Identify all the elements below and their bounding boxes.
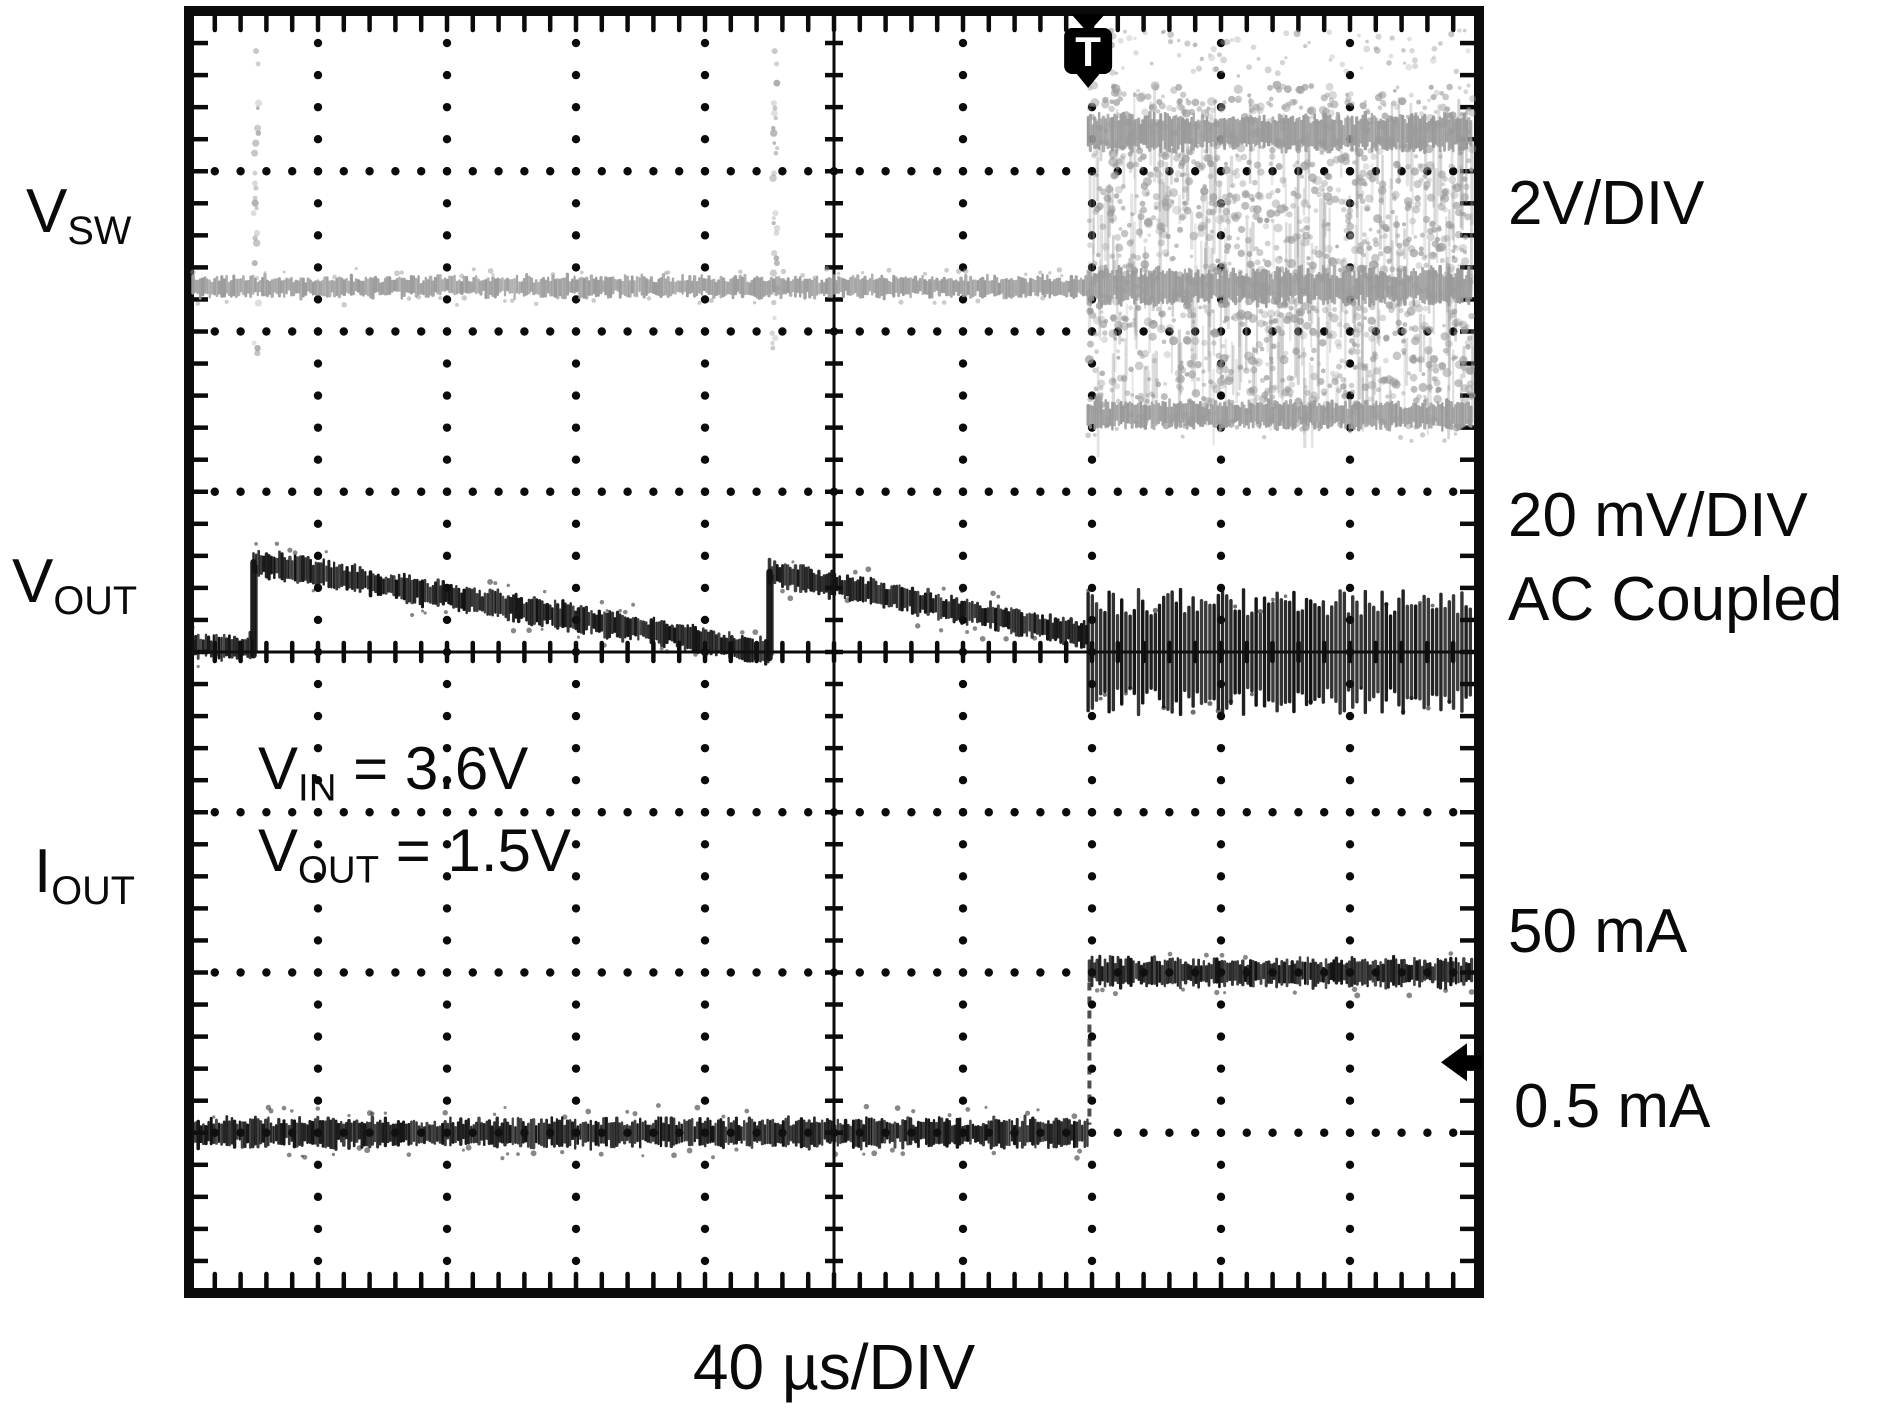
ref-level-arrow-icon — [1441, 1043, 1482, 1082]
trigger-marker: T — [1064, 14, 1113, 88]
iout-label: IOUT — [34, 837, 135, 913]
trace-iout — [191, 951, 1475, 1161]
vsw-label-base: V — [26, 177, 68, 246]
vout-annotation-value: = 1.5V — [379, 817, 571, 884]
iout-label-sub: OUT — [51, 868, 135, 913]
vout-scale-label: 20 mV/DIV — [1508, 481, 1808, 550]
svg-text:T: T — [1075, 28, 1101, 75]
vout-coupling-label: AC Coupled — [1508, 565, 1843, 634]
trace-vout — [191, 541, 1473, 717]
iout-high-label: 50 mA — [1508, 897, 1688, 966]
vsw-label-sub: SW — [67, 208, 132, 253]
vout-annotation-sub: OUT — [298, 848, 380, 892]
iout-label-base: I — [34, 837, 52, 906]
vout-condition-annotation: VOUT = 1.5V — [258, 817, 571, 892]
vout-label-base: V — [12, 547, 54, 616]
vsw-scale-label: 2V/DIV — [1508, 169, 1705, 238]
vin-annotation-base: V — [258, 735, 299, 802]
vsw-label: VSW — [26, 177, 132, 253]
trace-vsw — [190, 27, 1477, 458]
vin-condition-annotation: VIN = 3.6V — [258, 735, 529, 810]
vout-label: VOUT — [12, 547, 138, 623]
vin-annotation-value: = 3.6V — [336, 735, 529, 802]
timebase-label: 40 µs/DIV — [692, 1331, 976, 1403]
vout-annotation-base: V — [258, 817, 299, 884]
iout-low-label: 0.5 mA — [1514, 1072, 1711, 1141]
vin-annotation-sub: IN — [298, 766, 337, 810]
scope-display: T — [184, 6, 1484, 1298]
vout-label-sub: OUT — [53, 578, 138, 623]
